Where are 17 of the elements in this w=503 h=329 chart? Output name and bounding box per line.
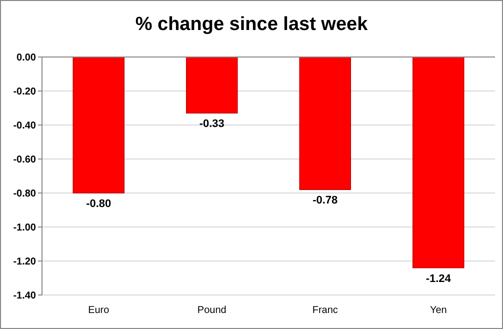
y-tick-label: -0.20	[13, 86, 36, 98]
y-tick-label: -0.80	[13, 188, 36, 200]
x-tick-label: Yen	[430, 305, 447, 316]
data-label: -0.33	[199, 118, 224, 130]
y-tick-label: -1.40	[13, 290, 36, 302]
y-tick-label: -0.60	[13, 154, 36, 166]
x-tick-label: Franc	[312, 305, 338, 316]
x-tick-label: Euro	[88, 305, 110, 316]
y-tick-label: -0.40	[13, 120, 36, 132]
chart-title: % change since last week	[135, 14, 368, 35]
y-tick-label: -1.00	[13, 222, 36, 234]
data-label: -0.80	[86, 198, 112, 210]
x-tick-label: Pound	[197, 305, 226, 316]
y-tick-label: 0.00	[16, 52, 36, 64]
data-label: -0.78	[312, 194, 338, 207]
data-label: -1.24	[426, 272, 452, 285]
y-tick-label: -1.20	[13, 256, 36, 268]
